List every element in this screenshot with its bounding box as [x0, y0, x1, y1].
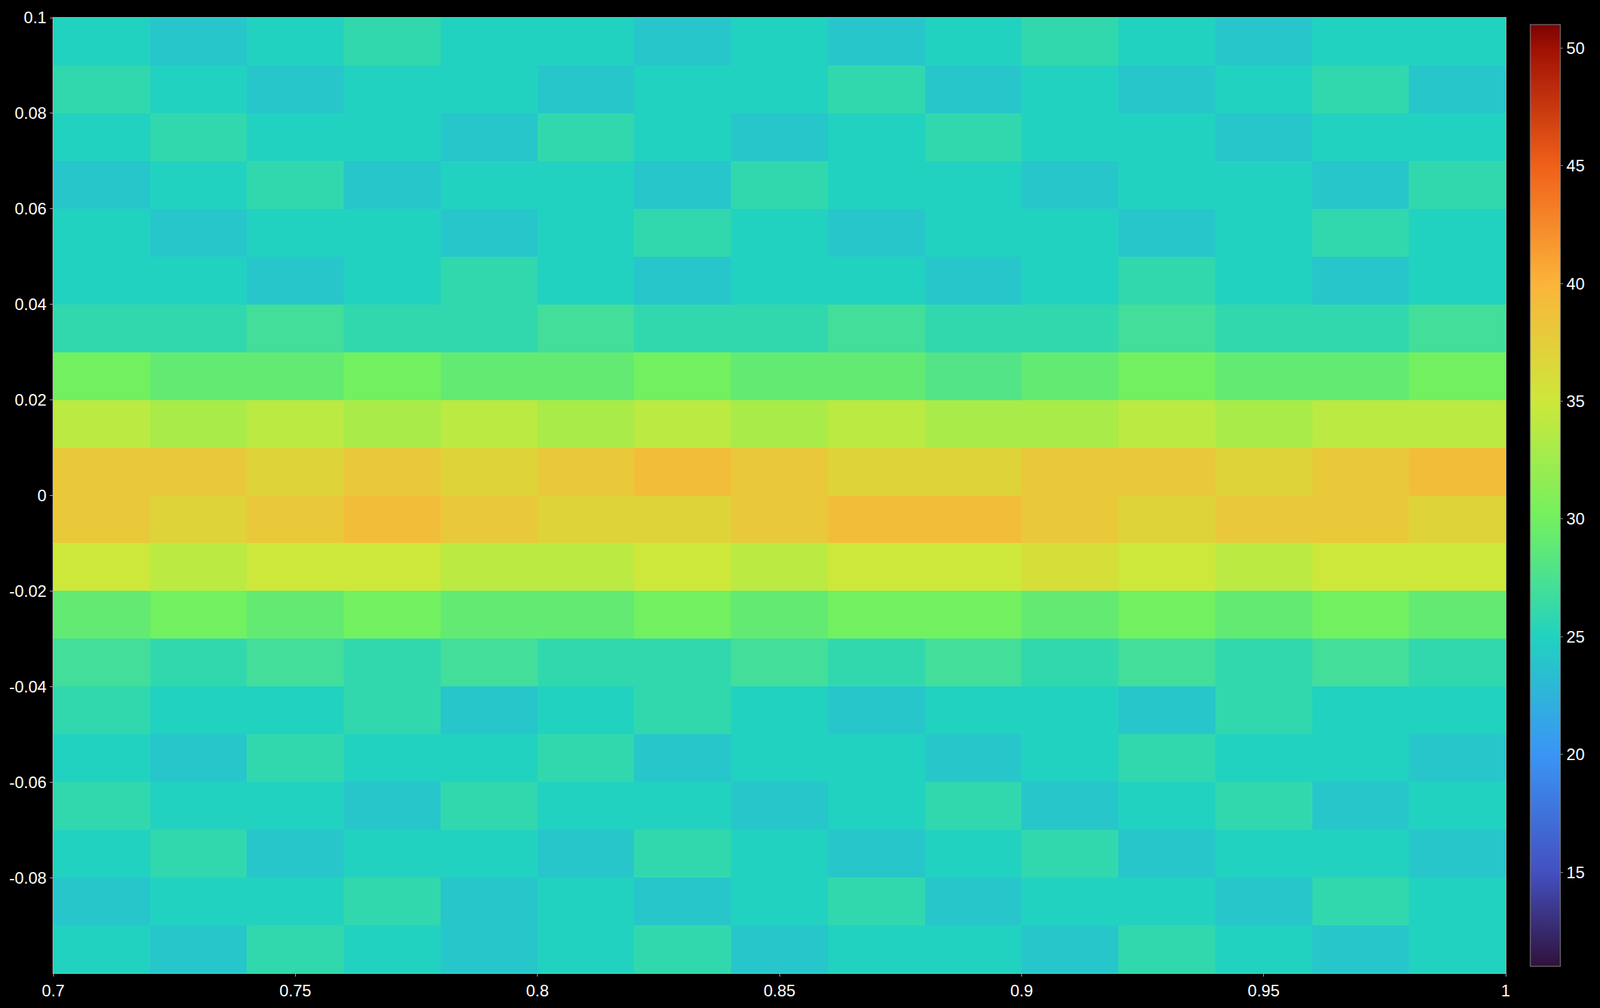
- svg-text:45: 45: [1566, 156, 1585, 175]
- svg-text:0.95: 0.95: [1247, 981, 1280, 1001]
- svg-text:25: 25: [1566, 627, 1585, 647]
- svg-text:20: 20: [1566, 745, 1585, 764]
- svg-text:30: 30: [1566, 509, 1585, 529]
- svg-text:-0.08: -0.08: [8, 869, 47, 888]
- svg-text:0.08: 0.08: [14, 103, 47, 123]
- svg-text:0.04: 0.04: [14, 295, 47, 314]
- svg-text:0.06: 0.06: [14, 199, 47, 218]
- svg-text:0.7: 0.7: [41, 981, 65, 1001]
- svg-text:0.1: 0.1: [23, 8, 47, 27]
- svg-text:0.9: 0.9: [1010, 981, 1033, 1001]
- svg-text:50: 50: [1566, 38, 1585, 58]
- svg-text:-0.06: -0.06: [8, 773, 47, 792]
- svg-text:40: 40: [1566, 274, 1585, 294]
- svg-text:35: 35: [1566, 392, 1585, 411]
- svg-text:0.75: 0.75: [279, 981, 312, 1001]
- svg-text:15: 15: [1566, 863, 1585, 882]
- svg-text:0.8: 0.8: [526, 981, 549, 1001]
- svg-text:-0.02: -0.02: [8, 582, 47, 601]
- svg-text:-0.04: -0.04: [8, 677, 47, 697]
- svg-text:0.85: 0.85: [763, 981, 796, 1001]
- svg-text:0: 0: [37, 486, 47, 505]
- svg-text:1: 1: [1500, 981, 1510, 1001]
- svg-text:0.02: 0.02: [14, 390, 47, 410]
